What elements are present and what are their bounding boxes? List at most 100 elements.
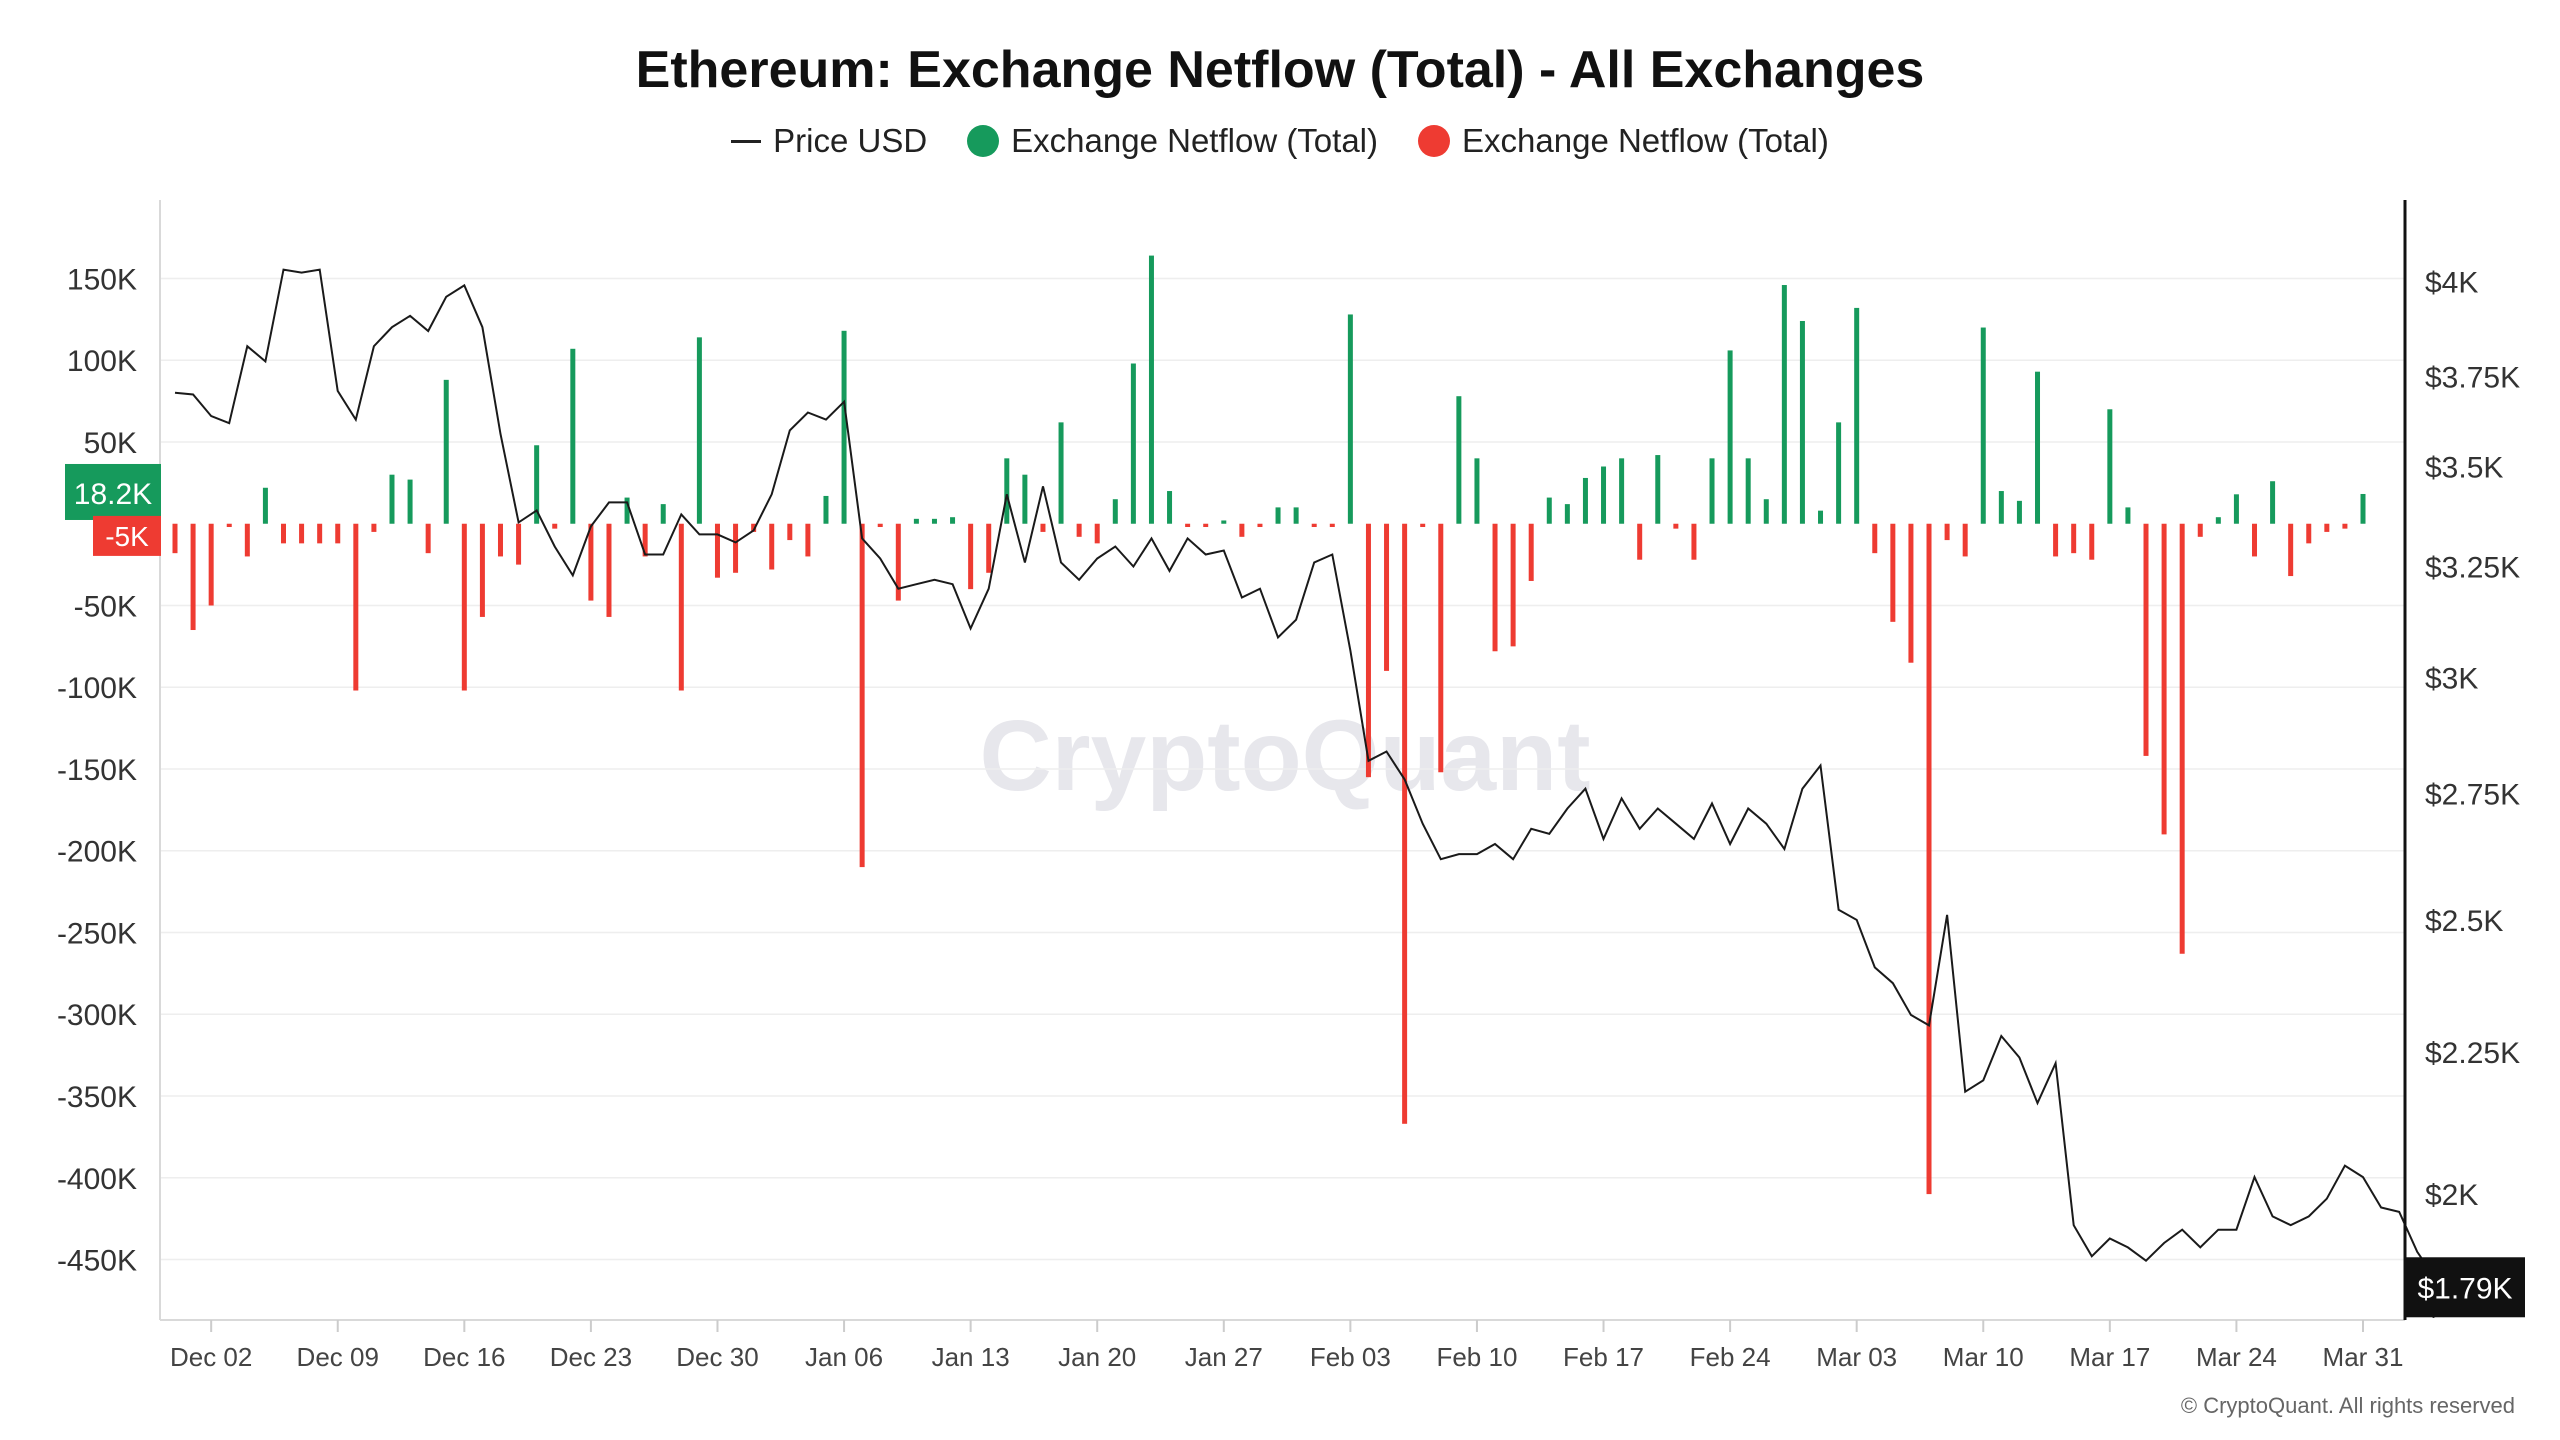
netflow-bar bbox=[1799, 320, 1805, 524]
x-tick-label: Mar 10 bbox=[1943, 1342, 2024, 1372]
legend-item-price[interactable]: Price USD bbox=[731, 122, 927, 160]
netflow-bar bbox=[1962, 523, 1968, 557]
legend-item-netflow-negative[interactable]: Exchange Netflow (Total) bbox=[1418, 122, 1829, 160]
netflow-bar bbox=[244, 523, 250, 557]
netflow-bar bbox=[1582, 477, 1588, 524]
x-tick-label: Mar 31 bbox=[2323, 1342, 2404, 1372]
netflow-bar bbox=[1980, 327, 1986, 524]
y-left-tick-label: -400K bbox=[57, 1163, 137, 1196]
netflow-bar bbox=[1094, 523, 1100, 544]
netflow-bar bbox=[2324, 523, 2330, 532]
netflow-bar bbox=[299, 523, 305, 544]
netflow-bar bbox=[2360, 493, 2366, 524]
legend-item-netflow-positive[interactable]: Exchange Netflow (Total) bbox=[967, 122, 1378, 160]
netflow-bar bbox=[1130, 363, 1136, 524]
x-tick-label: Mar 03 bbox=[1816, 1342, 1897, 1372]
netflow-bar bbox=[479, 523, 485, 617]
chart-legend: Price USD Exchange Netflow (Total) Excha… bbox=[0, 122, 2560, 160]
netflow-bar bbox=[2288, 523, 2294, 577]
netflow-bar bbox=[1275, 507, 1281, 524]
netflow-bar bbox=[1257, 523, 1263, 528]
netflow-bar bbox=[913, 518, 919, 524]
page-title: Ethereum: Exchange Netflow (Total) - All… bbox=[635, 41, 1925, 99]
netflow-bar bbox=[534, 445, 540, 524]
price-badge bbox=[2405, 1257, 2525, 1318]
netflow-bars bbox=[172, 255, 2366, 1195]
netflow-bar bbox=[1420, 523, 1426, 528]
netflow-bar bbox=[226, 523, 232, 528]
netflow-bar bbox=[1022, 474, 1028, 524]
y-left-tick-label: -250K bbox=[57, 917, 137, 950]
netflow-bar bbox=[497, 523, 503, 557]
netflow-bar bbox=[1926, 523, 1932, 1195]
netflow-bar bbox=[208, 523, 214, 606]
x-tick-label: Dec 30 bbox=[676, 1342, 758, 1372]
netflow-bar bbox=[2197, 523, 2203, 537]
netflow-bar bbox=[1402, 523, 1408, 1124]
netflow-positive-badge-label: 18.2K bbox=[74, 478, 152, 511]
y-left-tick-label: -150K bbox=[57, 754, 137, 787]
y-left-tick-label: -200K bbox=[57, 836, 137, 869]
netflow-bar bbox=[1546, 497, 1552, 524]
x-tick-label: Mar 24 bbox=[2196, 1342, 2277, 1372]
netflow-bar bbox=[1148, 255, 1154, 524]
y-left-tick-label: -350K bbox=[57, 1081, 137, 1114]
netflow-bar bbox=[1221, 520, 1227, 524]
netflow-bar bbox=[2342, 523, 2348, 529]
netflow-bar bbox=[1510, 523, 1516, 647]
netflow-bar bbox=[805, 523, 811, 557]
netflow-bar bbox=[2161, 523, 2167, 835]
netflow-bar bbox=[1040, 523, 1046, 532]
netflow-bar bbox=[1492, 523, 1498, 652]
watermark: CryptoQuant bbox=[979, 700, 1590, 812]
x-tick-label: Feb 03 bbox=[1310, 1342, 1391, 1372]
netflow-bar bbox=[1727, 350, 1733, 524]
netflow-bar bbox=[516, 523, 522, 565]
y-right-tick-label: $3K bbox=[2425, 662, 2478, 695]
netflow-bar bbox=[1637, 523, 1643, 560]
x-tick-label: Dec 02 bbox=[170, 1342, 252, 1372]
x-tick-label: Feb 17 bbox=[1563, 1342, 1644, 1372]
y-right-tick-label: $3.75K bbox=[2425, 362, 2520, 395]
netflow-bar bbox=[1167, 491, 1173, 524]
netflow-bar bbox=[714, 523, 720, 578]
netflow-bar bbox=[769, 523, 775, 570]
y-left-tick-label: 50K bbox=[84, 427, 137, 460]
netflow-bar bbox=[1673, 523, 1679, 529]
netflow-bar bbox=[1854, 307, 1860, 524]
netflow-bar bbox=[443, 379, 449, 524]
netflow-bar bbox=[280, 523, 286, 544]
netflow-bar bbox=[624, 497, 630, 524]
netflow-bar bbox=[317, 523, 323, 544]
netflow-bar bbox=[2143, 523, 2149, 756]
netflow-bar bbox=[877, 523, 883, 528]
netflow-bar bbox=[570, 348, 576, 524]
netflow-bar bbox=[1004, 458, 1010, 524]
y-left-tick-label: 100K bbox=[67, 345, 137, 378]
netflow-bar bbox=[2053, 523, 2059, 557]
y-left-tick-label: 150K bbox=[67, 263, 137, 296]
netflow-bar bbox=[1239, 523, 1245, 537]
netflow-bar bbox=[986, 523, 992, 573]
x-tick-label: Dec 23 bbox=[550, 1342, 632, 1372]
netflow-bar bbox=[1058, 422, 1064, 524]
netflow-bar bbox=[1347, 314, 1353, 524]
netflow-bar bbox=[1745, 458, 1751, 524]
netflow-bar bbox=[1691, 523, 1697, 560]
netflow-bar bbox=[841, 330, 847, 524]
y-right-tick-label: $2.5K bbox=[2425, 905, 2503, 938]
netflow-bar bbox=[751, 523, 757, 532]
netflow-bar bbox=[1836, 422, 1842, 524]
netflow-bar bbox=[1601, 466, 1607, 524]
netflow-bar bbox=[1818, 510, 1824, 524]
netflow-bar bbox=[931, 518, 937, 524]
netflow-bar bbox=[1112, 499, 1118, 524]
legend-label-netflow-negative: Exchange Netflow (Total) bbox=[1462, 122, 1829, 159]
y-right-tick-label: $2K bbox=[2425, 1179, 2478, 1212]
green-dot-icon bbox=[967, 125, 1000, 157]
x-tick-label: Dec 16 bbox=[423, 1342, 505, 1372]
x-tick-label: Jan 20 bbox=[1058, 1342, 1136, 1372]
x-tick-label: Mar 17 bbox=[2069, 1342, 2150, 1372]
x-tick-label: Feb 10 bbox=[1436, 1342, 1517, 1372]
